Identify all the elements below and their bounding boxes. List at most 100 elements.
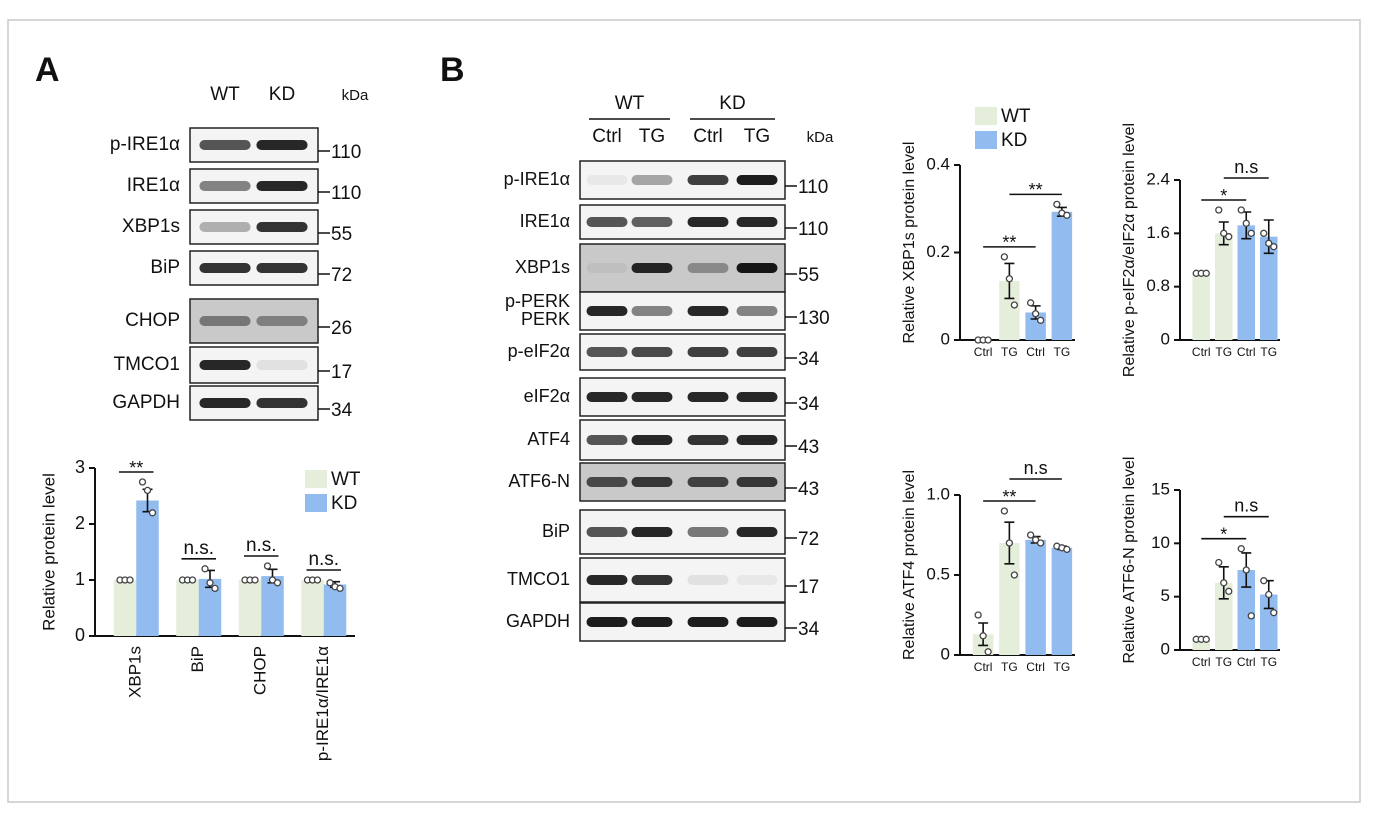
data-point [1031, 310, 1040, 318]
data-point [1202, 635, 1210, 643]
kda-label: 72 [798, 529, 819, 550]
blot-band [736, 477, 778, 487]
data-point [1036, 539, 1045, 547]
blot-band [586, 477, 628, 487]
blot-band [199, 316, 251, 326]
bar [999, 280, 1020, 340]
y-tick-label: 0 [1161, 329, 1170, 348]
x-tick-label: TG [1215, 655, 1232, 669]
kda-label: 110 [798, 219, 828, 240]
blot-band [199, 360, 251, 370]
kda-label: 17 [331, 362, 352, 383]
error-bar [1263, 219, 1274, 255]
kda-label: 26 [331, 318, 352, 339]
blot-band [586, 263, 628, 273]
significance-label: ** [1002, 487, 1016, 507]
blot-band [256, 360, 308, 370]
blot-band [586, 435, 628, 445]
x-tick-label: TG [1054, 345, 1071, 359]
blot-label: eIF2α [524, 386, 570, 406]
x-tick-label: TG [1001, 660, 1018, 674]
y-tick-label: 5 [1161, 586, 1170, 605]
data-point [1000, 253, 1009, 261]
data-point [1220, 579, 1228, 587]
x-tick-label: Ctrl [1237, 655, 1256, 669]
blot-band [631, 435, 673, 445]
panel-label: A [35, 51, 60, 89]
blot-band [631, 217, 673, 227]
lane-label: TG [639, 126, 665, 147]
blot-band [631, 617, 673, 627]
data-point [273, 579, 282, 587]
blot-band [199, 222, 251, 232]
significance-label: n.s. [308, 549, 339, 570]
data-point [1265, 590, 1273, 599]
blot-label: GAPDH [112, 392, 180, 413]
blot-band [736, 217, 778, 227]
data-point [143, 486, 152, 495]
significance-label: ** [1002, 233, 1016, 253]
x-tick-label: BiP [188, 646, 207, 672]
data-point [1242, 566, 1250, 574]
blot-band [687, 263, 729, 273]
bar [198, 578, 222, 636]
data-point [1010, 571, 1019, 579]
legend-swatch [305, 494, 327, 512]
data-point [201, 565, 209, 573]
y-tick-label: 0 [941, 644, 950, 663]
blot-band [687, 435, 729, 445]
x-tick-label: XBP1s [126, 646, 145, 698]
blot-label: GAPDH [506, 611, 570, 631]
blot-band [687, 527, 729, 537]
lane-label: TG [744, 126, 770, 147]
x-tick-label: Ctrl [1026, 660, 1045, 674]
blot-band [256, 398, 308, 408]
x-tick-label: CHOP [251, 646, 270, 695]
blot-label: PERK [521, 309, 570, 329]
data-point [1260, 229, 1268, 237]
y-tick-label: 0.4 [926, 154, 950, 173]
data-point [138, 478, 147, 486]
y-tick-label: 1.0 [926, 484, 950, 503]
blot-label: p-eIF2α [508, 341, 570, 361]
blot-band [687, 217, 729, 227]
kda-label: 110 [331, 183, 361, 204]
kda-label: 43 [798, 479, 819, 500]
blot-band [687, 392, 729, 402]
data-point [1247, 612, 1255, 620]
blot-band [586, 617, 628, 627]
data-point [1000, 507, 1009, 515]
blot-label: p-IRE1α [110, 134, 180, 155]
y-tick-label: 2 [75, 513, 85, 533]
bar [1192, 273, 1211, 340]
blot-label: p-IRE1α [504, 169, 570, 189]
data-point [979, 632, 987, 640]
x-tick-label: TG [1260, 345, 1277, 359]
lane-label: WT [210, 84, 240, 105]
blot-band [199, 398, 251, 408]
bar [1259, 236, 1278, 340]
blot-band [631, 175, 673, 185]
x-tick-label: Ctrl [1192, 345, 1211, 359]
bar [113, 580, 137, 636]
data-point [1220, 229, 1228, 237]
data-point [1005, 275, 1014, 283]
blot-band [687, 175, 729, 185]
data-point [211, 584, 219, 593]
lane-label: KD [269, 84, 295, 105]
data-point [1242, 219, 1250, 227]
blot-band [736, 347, 778, 357]
blot-band [687, 477, 729, 487]
y-axis-label: Relative protein level [39, 473, 58, 631]
data-point [336, 584, 344, 593]
blot-label: IRE1α [127, 175, 180, 196]
y-tick-label: 10 [1151, 533, 1170, 552]
blot-band [256, 222, 308, 232]
blot-label: XBP1s [515, 257, 570, 277]
bar [261, 576, 284, 636]
y-tick-label: 1.6 [1146, 223, 1170, 242]
data-point [1270, 609, 1278, 617]
data-point [1031, 536, 1040, 544]
data-point [1215, 558, 1223, 567]
